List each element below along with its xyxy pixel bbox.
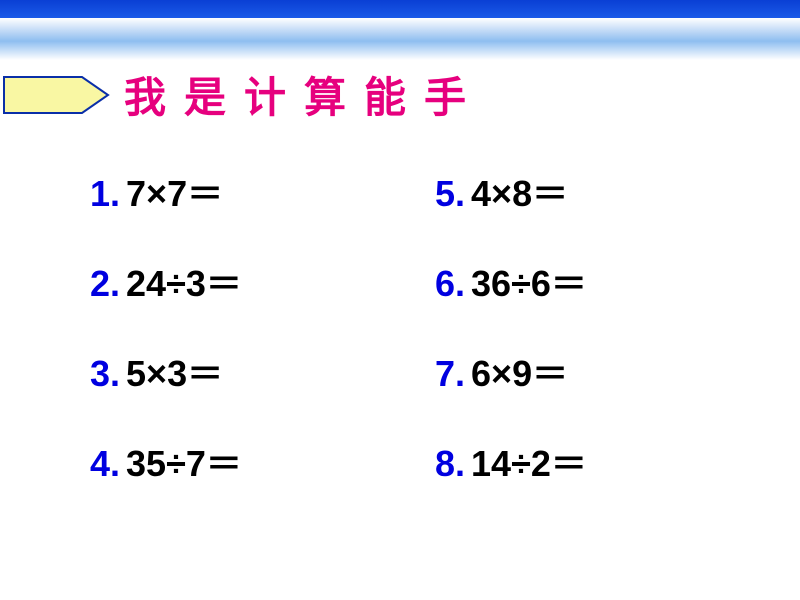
problem-number: 3. <box>90 353 120 394</box>
problem-8: 8.14÷2＝ <box>435 435 740 487</box>
problem-number: 1. <box>90 173 120 214</box>
problem-expr: 35÷7＝ <box>126 443 242 484</box>
problem-number: 5. <box>435 173 465 214</box>
problem-expr: 36÷6＝ <box>471 263 587 304</box>
problem-expr: 4×8＝ <box>471 173 568 214</box>
sub-bar <box>0 18 800 60</box>
problem-expr: 24÷3＝ <box>126 263 242 304</box>
problem-1: 1.7×7＝ <box>90 165 395 217</box>
problem-number: 8. <box>435 443 465 484</box>
problem-expr: 5×3＝ <box>126 353 223 394</box>
problem-5: 5.4×8＝ <box>435 165 740 217</box>
problems-grid: 1.7×7＝ 5.4×8＝ 2.24÷3＝ 6.36÷6＝ 3.5×3＝ 7.6… <box>0 125 800 487</box>
problem-expr: 6×9＝ <box>471 353 568 394</box>
problem-4: 4.35÷7＝ <box>90 435 395 487</box>
top-bar <box>0 0 800 18</box>
problem-number: 6. <box>435 263 465 304</box>
problem-expr: 7×7＝ <box>126 173 223 214</box>
title-row: 我是计算能手 <box>0 64 800 125</box>
problem-7: 7.6×9＝ <box>435 345 740 397</box>
arrow-badge-icon <box>2 71 112 119</box>
problem-number: 4. <box>90 443 120 484</box>
problem-6: 6.36÷6＝ <box>435 255 740 307</box>
problem-2: 2.24÷3＝ <box>90 255 395 307</box>
problem-number: 7. <box>435 353 465 394</box>
page-title: 我是计算能手 <box>124 64 484 125</box>
problem-3: 3.5×3＝ <box>90 345 395 397</box>
problem-expr: 14÷2＝ <box>471 443 587 484</box>
problem-number: 2. <box>90 263 120 304</box>
